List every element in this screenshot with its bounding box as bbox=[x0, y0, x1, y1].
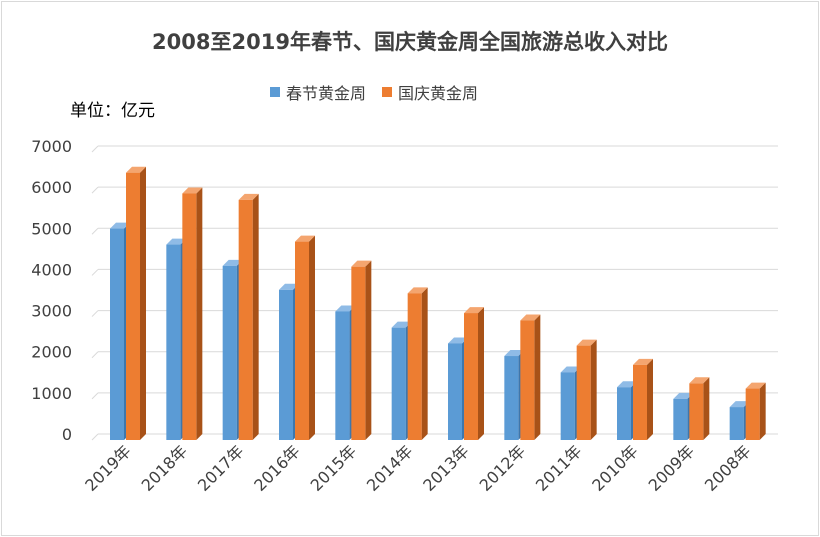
bar-s1-8 bbox=[560, 372, 575, 440]
legend-item-series1: 春节黄金周 bbox=[270, 80, 366, 104]
bar-s2-3 bbox=[295, 241, 309, 440]
chart-title: 2008至2019年春节、国庆黄金周全国旅游总收入对比 bbox=[152, 30, 668, 54]
bar-top-s2-3 bbox=[295, 235, 315, 242]
bar-s1-6 bbox=[448, 343, 462, 440]
gridline-diag-2 bbox=[91, 351, 99, 359]
y-tick-label-0: 0 bbox=[62, 425, 72, 444]
bar-s1-9 bbox=[617, 387, 631, 440]
bar-side-s2-10 bbox=[703, 377, 710, 440]
bar-side-s2-7 bbox=[534, 314, 541, 440]
bar-top-s2-10 bbox=[689, 377, 710, 384]
bar-top-s2-4 bbox=[351, 260, 372, 267]
y-unit-label: 单位：亿元 bbox=[70, 101, 155, 121]
bar-side-s2-0 bbox=[140, 166, 146, 440]
x-tick-label-0: 2019年 bbox=[81, 441, 135, 495]
bar-side-s2-11 bbox=[759, 382, 766, 440]
bar-top-s2-9 bbox=[633, 358, 653, 365]
bar-s1-2 bbox=[222, 265, 237, 440]
bar-s2-5 bbox=[407, 293, 422, 440]
bar-side-s2-6 bbox=[478, 307, 484, 440]
bar-s1-7 bbox=[504, 356, 519, 440]
x-tick-label-3: 2016年 bbox=[250, 441, 304, 495]
legend-label-series2: 国庆黄金周 bbox=[398, 84, 479, 103]
y-tick-label-6: 6000 bbox=[31, 178, 72, 197]
x-tick-label-6: 2013年 bbox=[419, 441, 473, 495]
bar-s1-5 bbox=[391, 327, 406, 440]
chart-legend: 春节黄金周 国庆黄金周 bbox=[270, 80, 494, 104]
x-tick-label-10: 2009年 bbox=[645, 441, 699, 495]
gridline-diag-1 bbox=[91, 392, 99, 400]
bar-s1-11 bbox=[729, 407, 744, 440]
x-tick-label-1: 2018年 bbox=[138, 441, 192, 495]
gridline-diag-5 bbox=[91, 227, 99, 235]
bar-top-s2-8 bbox=[576, 339, 597, 346]
y-tick-label-2: 2000 bbox=[31, 343, 72, 362]
bar-s2-4 bbox=[351, 266, 366, 440]
gridline-diag-7 bbox=[91, 145, 99, 153]
bar-top-s1-4 bbox=[335, 305, 356, 312]
bar-top-s1-10 bbox=[673, 392, 694, 399]
legend-item-series2: 国庆黄金周 bbox=[382, 80, 478, 104]
bar-top-s2-2 bbox=[238, 193, 259, 200]
bar-s2-6 bbox=[464, 313, 478, 440]
gridline-diag-0 bbox=[91, 433, 99, 441]
bar-side-s2-9 bbox=[647, 358, 653, 440]
y-tick-label-7: 7000 bbox=[31, 137, 72, 156]
bar-top-s1-1 bbox=[166, 238, 187, 245]
bar-top-s2-1 bbox=[182, 187, 203, 194]
bar-top-s1-6 bbox=[448, 337, 468, 344]
legend-label-series1: 春节黄金周 bbox=[286, 84, 367, 103]
bar-s2-1 bbox=[182, 193, 197, 440]
legend-swatch-series1 bbox=[270, 87, 280, 97]
bar-top-s2-5 bbox=[407, 287, 428, 294]
bar-s1-3 bbox=[279, 289, 293, 440]
x-tick-label-9: 2010年 bbox=[588, 441, 642, 495]
bar-s2-9 bbox=[633, 364, 647, 440]
bar-top-s1-5 bbox=[391, 321, 412, 328]
bar-s2-0 bbox=[126, 172, 140, 440]
x-tick-label-5: 2014年 bbox=[363, 441, 417, 495]
bar-side-s2-5 bbox=[421, 287, 428, 440]
bar-side-s2-1 bbox=[196, 187, 203, 440]
gridline-diag-3 bbox=[91, 310, 99, 317]
bar-s1-4 bbox=[335, 311, 350, 440]
bar-top-s1-9 bbox=[617, 381, 637, 388]
x-tick-label-11: 2008年 bbox=[701, 441, 755, 495]
x-tick-label-8: 2011年 bbox=[532, 441, 586, 495]
bar-top-s1-8 bbox=[560, 366, 581, 373]
gridline-diag-6 bbox=[91, 186, 99, 194]
bar-side-s2-4 bbox=[365, 260, 372, 440]
y-tick-label-4: 4000 bbox=[31, 260, 72, 279]
x-tick-label-2: 2017年 bbox=[194, 441, 248, 495]
bar-side-s2-8 bbox=[590, 339, 597, 440]
bar-s1-1 bbox=[166, 244, 181, 440]
bar-top-s2-11 bbox=[745, 382, 766, 389]
bar-s2-2 bbox=[238, 199, 253, 440]
bar-top-s1-3 bbox=[279, 283, 299, 290]
y-tick-label-3: 3000 bbox=[31, 302, 72, 321]
bar-top-s1-11 bbox=[729, 401, 750, 408]
gridline-diag-4 bbox=[91, 269, 99, 276]
bar-s1-0 bbox=[110, 228, 124, 440]
bar-s2-7 bbox=[520, 320, 535, 440]
bar-side-s2-3 bbox=[309, 235, 315, 440]
bar-side-s2-2 bbox=[252, 193, 259, 440]
bar-top-s1-2 bbox=[222, 259, 243, 266]
bar-top-s2-6 bbox=[464, 307, 484, 314]
bar-s2-10 bbox=[689, 383, 704, 440]
bar-s2-11 bbox=[745, 388, 760, 440]
y-tick-label-5: 5000 bbox=[31, 219, 72, 238]
bar-top-s2-7 bbox=[520, 314, 541, 321]
x-tick-label-4: 2015年 bbox=[307, 441, 361, 495]
bar-top-s2-0 bbox=[126, 166, 146, 173]
bar-s2-8 bbox=[576, 345, 591, 440]
x-tick-label-7: 2012年 bbox=[476, 441, 530, 495]
bar-s1-10 bbox=[673, 398, 688, 440]
bar-top-s1-7 bbox=[504, 350, 525, 357]
legend-swatch-series2 bbox=[382, 87, 393, 97]
y-tick-label-1: 1000 bbox=[31, 384, 72, 403]
bar-top-s1-0 bbox=[110, 222, 130, 229]
